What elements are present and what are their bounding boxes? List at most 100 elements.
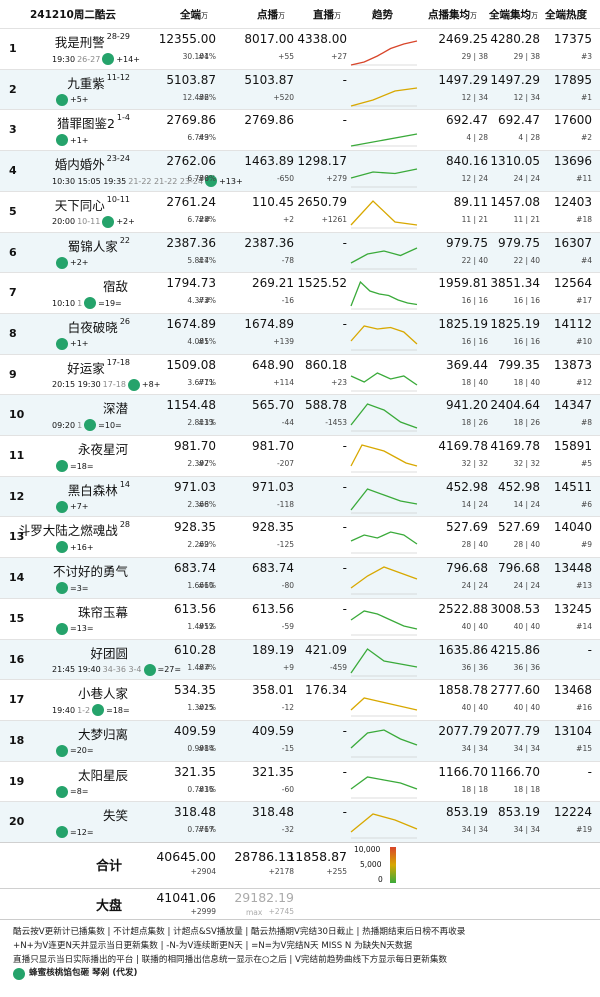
vod-rank: #16 xyxy=(198,784,214,794)
all-value: 1674.89 xyxy=(166,316,216,331)
broadcast-info: =12= xyxy=(52,826,94,839)
all-value: 321.35 xyxy=(174,764,216,779)
sparkline-line xyxy=(350,444,418,467)
vod-rank: #15 xyxy=(198,703,214,713)
vod-avg-sub: 36 | 36 xyxy=(461,662,488,672)
broadcast-info: 19:30 26-27 +14+ xyxy=(52,53,140,65)
vod-change: +2 xyxy=(282,214,294,224)
all-avg-sub: 32 | 32 xyxy=(513,459,540,468)
footer-line-2: +N+为V连更N天并显示当日更新集数 | -N-为V连续断更N天 | =N=为V… xyxy=(13,940,413,951)
vod-change: -78 xyxy=(281,255,294,265)
all-avg: 4215.86 xyxy=(490,642,540,657)
table-row: 4 婚内婚外 23-24 10:30 15:05 19:35 21-22 21-22… xyxy=(0,150,600,192)
heat-rank: #14 xyxy=(576,621,592,631)
live-value: - xyxy=(342,439,347,453)
heat-rank: #19 xyxy=(576,825,592,835)
table-row: 12 黑白森林 14 +7+ 971.03 2.366% 971.03 #8 -1… xyxy=(0,475,600,517)
all-avg-sub: 11 | 21 xyxy=(513,214,540,224)
all-value: 981.70 xyxy=(174,439,216,453)
all-value: 2762.06 xyxy=(166,154,216,169)
all-avg-sub: 4 | 28 xyxy=(518,133,540,143)
heat-rank: #9 xyxy=(580,540,592,550)
live-value: - xyxy=(342,805,347,820)
header-trend: 趋势 xyxy=(372,9,393,21)
vod-avg: 796.68 xyxy=(446,561,488,576)
sparkline-line xyxy=(350,566,418,589)
vod-avg: 369.44 xyxy=(446,357,488,372)
all-share: 3.677% xyxy=(187,377,216,387)
rank: 14 xyxy=(9,571,25,585)
heat-rank: #8 xyxy=(580,418,592,428)
all-value: 2769.86 xyxy=(166,113,216,128)
vod-avg-sub: 4 | 28 xyxy=(466,133,488,143)
all-avg: 4169.78 xyxy=(490,439,540,453)
vod-value: 565.70 xyxy=(252,398,294,413)
all-value: 5103.87 xyxy=(166,72,216,87)
show-title: 蜀锦人家 22 xyxy=(67,235,130,254)
all-share: 1.487% xyxy=(187,662,216,672)
trend-sparkline xyxy=(350,168,418,188)
table-row: 11 永夜星河 =18= 981.70 2.392% 981.70 #7 -20… xyxy=(0,435,600,476)
heat-rank: #16 xyxy=(576,703,592,713)
table-row: 3 猎罪图鉴2 1-4 +1+ 2769.86 6.749% 2769.86 #3… xyxy=(0,109,600,150)
live-value: 2650.79 xyxy=(297,194,347,209)
heat: 14511 xyxy=(553,479,592,494)
all-avg-sub: 34 | 34 xyxy=(513,825,540,835)
trend-sparkline xyxy=(350,403,418,432)
broadcast-info: =18= xyxy=(52,460,94,472)
footer-notes: 酷云按V更新计已播集数 | 不计超点集数 | 计超点&SV播放量 | 酷云热播期… xyxy=(0,919,600,997)
heat: 13448 xyxy=(553,561,592,576)
vod-avg-sub: 18 | 26 xyxy=(461,418,488,428)
show-title: 好团圆 xyxy=(90,645,128,661)
sparkline-line xyxy=(350,487,418,511)
vod-avg: 89.11 xyxy=(453,194,488,209)
vod-avg: 1166.70 xyxy=(438,764,488,779)
vod-avg-sub: 16 | 16 xyxy=(461,296,488,306)
all-avg: 692.47 xyxy=(498,113,540,128)
live-change: -1453 xyxy=(325,418,347,428)
header-all: 全端万 xyxy=(180,9,208,21)
show-title: 小巷人家 xyxy=(77,686,128,702)
market-label: 大盘 xyxy=(96,899,123,914)
total-vod-chg: +2178 xyxy=(268,867,294,876)
heat-rank: #13 xyxy=(576,581,592,591)
heat: 13104 xyxy=(553,723,592,738)
sparkline-line xyxy=(350,40,418,66)
show-title: 白夜破晓 26 xyxy=(67,316,130,335)
heat: 17600 xyxy=(553,113,592,128)
vod-avg: 2469.25 xyxy=(438,32,488,46)
all-value: 683.74 xyxy=(174,561,216,576)
sparkline-line xyxy=(350,371,418,386)
trend-sparkline xyxy=(350,246,418,269)
all-avg: 3851.34 xyxy=(490,276,540,291)
all-value: 409.59 xyxy=(174,723,216,738)
all-value: 1154.48 xyxy=(166,398,216,413)
vod-rank: ## xyxy=(198,662,211,672)
all-avg: 4280.28 xyxy=(490,32,540,46)
vod-rank: #17 xyxy=(198,825,214,835)
platform-icon xyxy=(84,419,97,432)
heat: 17895 xyxy=(553,72,592,87)
broadcast-info: +1+ xyxy=(52,134,89,147)
all-avg-sub: 18 | 18 xyxy=(513,784,540,794)
all-avg-sub: 18 | 40 xyxy=(513,377,540,387)
market-all-chg: +2999 xyxy=(190,907,216,916)
vod-avg-sub: 40 | 40 xyxy=(461,703,488,713)
trend-sparkline xyxy=(350,610,418,636)
vod-avg-sub: 11 | 21 xyxy=(461,214,488,224)
trend-sparkline xyxy=(350,487,418,513)
sparkline-line xyxy=(350,87,418,107)
live-value: - xyxy=(342,235,347,250)
rank: 5 xyxy=(9,204,17,218)
heat: 17375 xyxy=(553,32,592,46)
header-all-avg: 全端集均万 xyxy=(489,9,538,21)
legend-mid: 5,000 xyxy=(360,860,382,869)
market-row: 大盘 41041.06 +2999 29182.19 max +2745 xyxy=(0,888,600,919)
trend-sparkline xyxy=(350,444,418,473)
platform-icon xyxy=(102,53,115,65)
vod-avg-sub: 40 | 40 xyxy=(461,621,488,631)
broadcast-info: =8= xyxy=(52,785,89,798)
vod-avg: 527.69 xyxy=(446,520,488,535)
vod-rank: #5 xyxy=(198,336,210,346)
all-share: 1.666% xyxy=(187,581,216,591)
